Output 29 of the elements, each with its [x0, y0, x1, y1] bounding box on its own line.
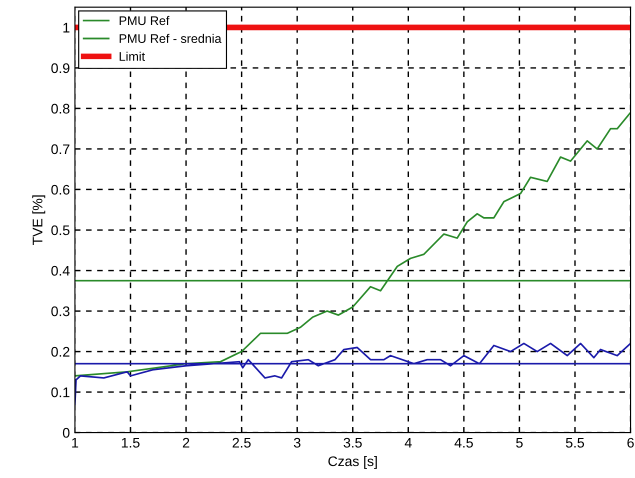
y-tick-label: 1	[63, 22, 70, 32]
legend-label: PMU Ref - srednia	[120, 34, 222, 44]
x-tick-label: 6	[627, 438, 634, 448]
x-tick-label: 4.5	[454, 438, 473, 448]
x-tick-label: 1	[72, 438, 78, 448]
y-tick-label: 0.7	[51, 144, 70, 154]
x-tick-label: 3.5	[344, 438, 362, 448]
y-tick-label: 0.9	[51, 63, 70, 74]
x-tick-label: 2	[182, 438, 190, 448]
x-tick-label: 5.5	[566, 438, 584, 448]
x-tick-label: 3	[294, 438, 300, 448]
y-axis-title: TVE [%]	[32, 195, 46, 246]
y-tick-label: 0.2	[51, 346, 70, 357]
y-tick-label: 0.4	[51, 266, 70, 276]
line-series	[74, 342, 631, 406]
x-tick-label: 4	[404, 438, 412, 448]
x-tick-label: 1.5	[122, 438, 140, 448]
y-tick-label: 0	[62, 428, 70, 438]
x-tick-label: 2.5	[232, 438, 251, 448]
line-series	[74, 112, 631, 377]
x-axis-title: Czas [s]	[328, 456, 377, 469]
y-tick-label: 0.1	[51, 387, 70, 398]
y-tick-label: 0.3	[51, 306, 70, 316]
y-tick-label: 0.5	[51, 225, 70, 236]
legend-label: Limit	[120, 52, 145, 61]
legend-label: PMU Ref	[120, 16, 170, 26]
y-tick-label: 0.6	[51, 184, 70, 195]
y-tick-label: 0.8	[51, 104, 70, 114]
x-tick-label: 5	[516, 438, 523, 448]
